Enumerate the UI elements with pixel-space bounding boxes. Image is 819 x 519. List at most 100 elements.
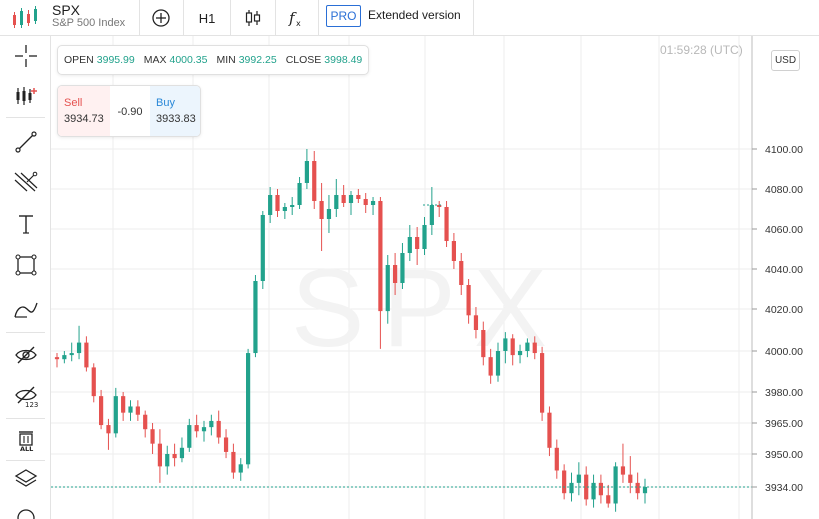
candle [400,243,405,289]
candle [532,336,537,360]
candles-icon [245,10,261,26]
candle [179,437,185,463]
candle-body [91,367,96,397]
candle-body [297,183,302,205]
candle-body [422,225,427,249]
price-tick-label: 3934.00 [765,482,803,494]
candle [253,275,258,358]
candle-body [187,425,192,448]
candle-body [356,195,361,199]
candle-body [135,406,140,415]
candle-body [304,161,309,183]
tool-divider [6,460,45,461]
max-value: 4000.35 [169,54,208,66]
candle-body [378,201,383,312]
price-tick-label: 4020.00 [765,304,803,316]
extended-version-link[interactable]: Extended version [368,8,461,22]
fx-icon: f x [288,9,301,28]
candle [326,195,332,233]
candle-body [209,420,214,428]
symbol-description[interactable]: S&P 500 Index [52,17,126,29]
brush-tool-button[interactable] [0,289,51,329]
delete-all-button[interactable]: ALL [0,420,51,460]
symbol-name[interactable]: SPX [52,2,81,18]
candle-body [179,447,185,459]
fibonacci-tool-button[interactable] [0,162,51,202]
candle [157,429,162,483]
candle [510,334,515,366]
candle-body [69,353,74,356]
candle [503,332,508,364]
candle-body [216,420,221,438]
currency-button[interactable]: USD [771,50,800,71]
text-tool-button[interactable] [0,204,51,244]
hide-values-button[interactable]: 123 [0,376,51,416]
candle [209,414,214,436]
chart-logo-icon [12,6,42,35]
candle [598,474,603,504]
hide-drawings-button[interactable] [0,335,51,375]
candle [429,187,434,235]
close-value: 3998.49 [324,54,363,66]
candle [231,443,236,479]
timeframe-button[interactable]: H1 [198,10,216,26]
candle-body [569,482,574,494]
candle-body [268,195,273,215]
candle-body [584,474,589,500]
candle [422,217,427,255]
pro-badge[interactable]: PRO [326,5,361,27]
price-tick-label: 4080.00 [765,184,803,196]
candle-body [76,342,82,354]
candle [437,201,442,217]
candlestick-chart-svg[interactable]: SPX 4100.00 4080.00 4060.00 4040.00 4020.00 4… [51,36,819,519]
crosshair-add-icon [152,9,170,27]
max-label: MAX [143,54,167,66]
candle [642,478,648,504]
indicators-button[interactable]: f x [280,0,312,36]
candle [451,233,456,269]
candle-body [510,338,515,356]
toolbar-divider [183,0,184,36]
candle [312,151,317,209]
candle [628,456,633,494]
candle-body [576,474,581,483]
buy-button[interactable]: Buy 3933.83 [150,86,200,136]
candle [106,418,111,450]
price-tick-label: 4000.00 [765,346,803,358]
candle-body [326,209,332,219]
candle [554,439,559,479]
candle [591,474,596,508]
candle-body [532,342,537,354]
candle [334,179,339,217]
candle-body [99,396,104,426]
candle-body [348,195,354,203]
more-tools-button[interactable] [0,504,51,519]
layers-button[interactable] [0,459,51,499]
candle-body [495,351,501,376]
chart-type-button[interactable] [237,0,269,36]
add-comparison-button[interactable] [145,0,177,36]
candle [282,203,287,219]
candle [370,197,376,215]
toolbar-divider [318,0,319,36]
candle [99,389,104,430]
sell-button[interactable]: Sell 3934.73 [58,86,110,136]
candle-body [473,315,479,330]
open-label: OPEN [64,54,94,66]
candle-body [260,215,265,281]
crosshair-tool-button[interactable] [0,36,51,76]
candle-body [400,253,405,283]
price-chart[interactable]: SPX 4100.00 4080.00 4060.00 4040.00 4020.00 4… [51,36,819,519]
candle [378,197,383,349]
candle-body [84,342,89,368]
trend-line-button[interactable] [0,122,51,162]
candle [238,458,243,481]
drawing-toolbar: 123 ALL [0,36,51,519]
candle-body [290,205,295,207]
price-tick-label: 3980.00 [765,387,803,399]
toolbar-divider [139,0,140,36]
svg-text:ALL: ALL [20,445,33,452]
candle [348,191,354,215]
rectangle-tool-button[interactable] [0,245,51,285]
indicator-tool-button[interactable] [0,76,51,116]
